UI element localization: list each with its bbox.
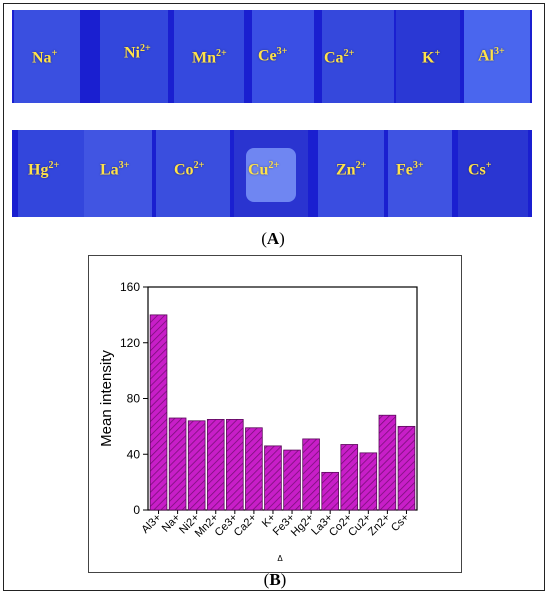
ion-label: Fe3+ bbox=[396, 160, 424, 179]
film-strip bbox=[464, 10, 530, 103]
bar bbox=[264, 445, 282, 511]
film-strip bbox=[84, 130, 152, 217]
film-strip bbox=[388, 130, 452, 217]
axis-mark: Δ bbox=[277, 554, 283, 563]
y-tick-label: 0 bbox=[133, 503, 140, 517]
ion-label: Co2+ bbox=[174, 160, 205, 179]
x-tick-label: Cs+ bbox=[389, 512, 412, 535]
ion-label: La3+ bbox=[100, 160, 130, 179]
chart-panel: 0 40 80 120 160 Al3+ Na+ Ni2+ Mn2+ Ce3+ Ca2+ K+ Fe3… bbox=[88, 255, 462, 573]
bar bbox=[206, 419, 225, 511]
panel-a-label: (A) bbox=[261, 229, 285, 248]
ion-label: Ni2+ bbox=[124, 43, 151, 62]
bar bbox=[378, 414, 397, 511]
ion-label: Na+ bbox=[32, 48, 58, 67]
ion-label: Zn2+ bbox=[336, 160, 367, 179]
film-strip bbox=[174, 10, 244, 103]
photo-top-row: Na+ Ni2+ Mn2+ Ce3+ Ca2+ K+ Al3+ bbox=[12, 10, 532, 103]
film-strip bbox=[252, 10, 314, 103]
film-strip bbox=[318, 130, 384, 217]
x-tick-label: Ca2+ bbox=[232, 512, 259, 539]
y-tick-label: 160 bbox=[120, 280, 140, 294]
bar bbox=[359, 452, 378, 511]
x-tick-label: Al3+ bbox=[139, 512, 163, 536]
film-strip bbox=[396, 10, 460, 103]
photo-bottom-row: Hg2+ La3+ Co2+ Cu2+ Zn2+ Fe3+ Cs+ bbox=[12, 130, 532, 217]
bar bbox=[340, 444, 359, 511]
bar bbox=[283, 449, 301, 511]
bar bbox=[245, 427, 263, 511]
ion-label: Mn2+ bbox=[192, 48, 227, 67]
bar bbox=[226, 419, 244, 511]
panel-b-label: (B) bbox=[263, 570, 287, 589]
ion-label: Cs+ bbox=[468, 160, 492, 179]
film-strip bbox=[322, 10, 394, 103]
film-strip bbox=[458, 130, 528, 217]
ion-label: Ca2+ bbox=[324, 48, 355, 67]
y-tick-label: 80 bbox=[127, 392, 141, 406]
bar bbox=[397, 425, 416, 511]
ion-label: K+ bbox=[422, 48, 441, 67]
film-strip bbox=[14, 10, 80, 103]
ion-label: Cu2+ bbox=[248, 160, 280, 179]
film-strip-quenched bbox=[246, 148, 296, 202]
bar bbox=[149, 314, 168, 511]
bar bbox=[302, 438, 320, 511]
film-strip bbox=[156, 130, 230, 217]
ion-label: Al3+ bbox=[478, 46, 505, 65]
bar bbox=[187, 420, 206, 511]
ion-label: Hg2+ bbox=[28, 160, 60, 179]
figure-frame bbox=[3, 3, 545, 591]
bar bbox=[168, 417, 187, 511]
film-strip bbox=[18, 130, 84, 217]
ion-label: Ce3+ bbox=[258, 46, 288, 65]
y-tick-label: 40 bbox=[127, 447, 141, 461]
y-axis-label: Mean intensity bbox=[98, 350, 115, 447]
film-strip bbox=[100, 10, 168, 103]
bar bbox=[321, 471, 339, 511]
y-tick-label: 120 bbox=[120, 336, 140, 350]
